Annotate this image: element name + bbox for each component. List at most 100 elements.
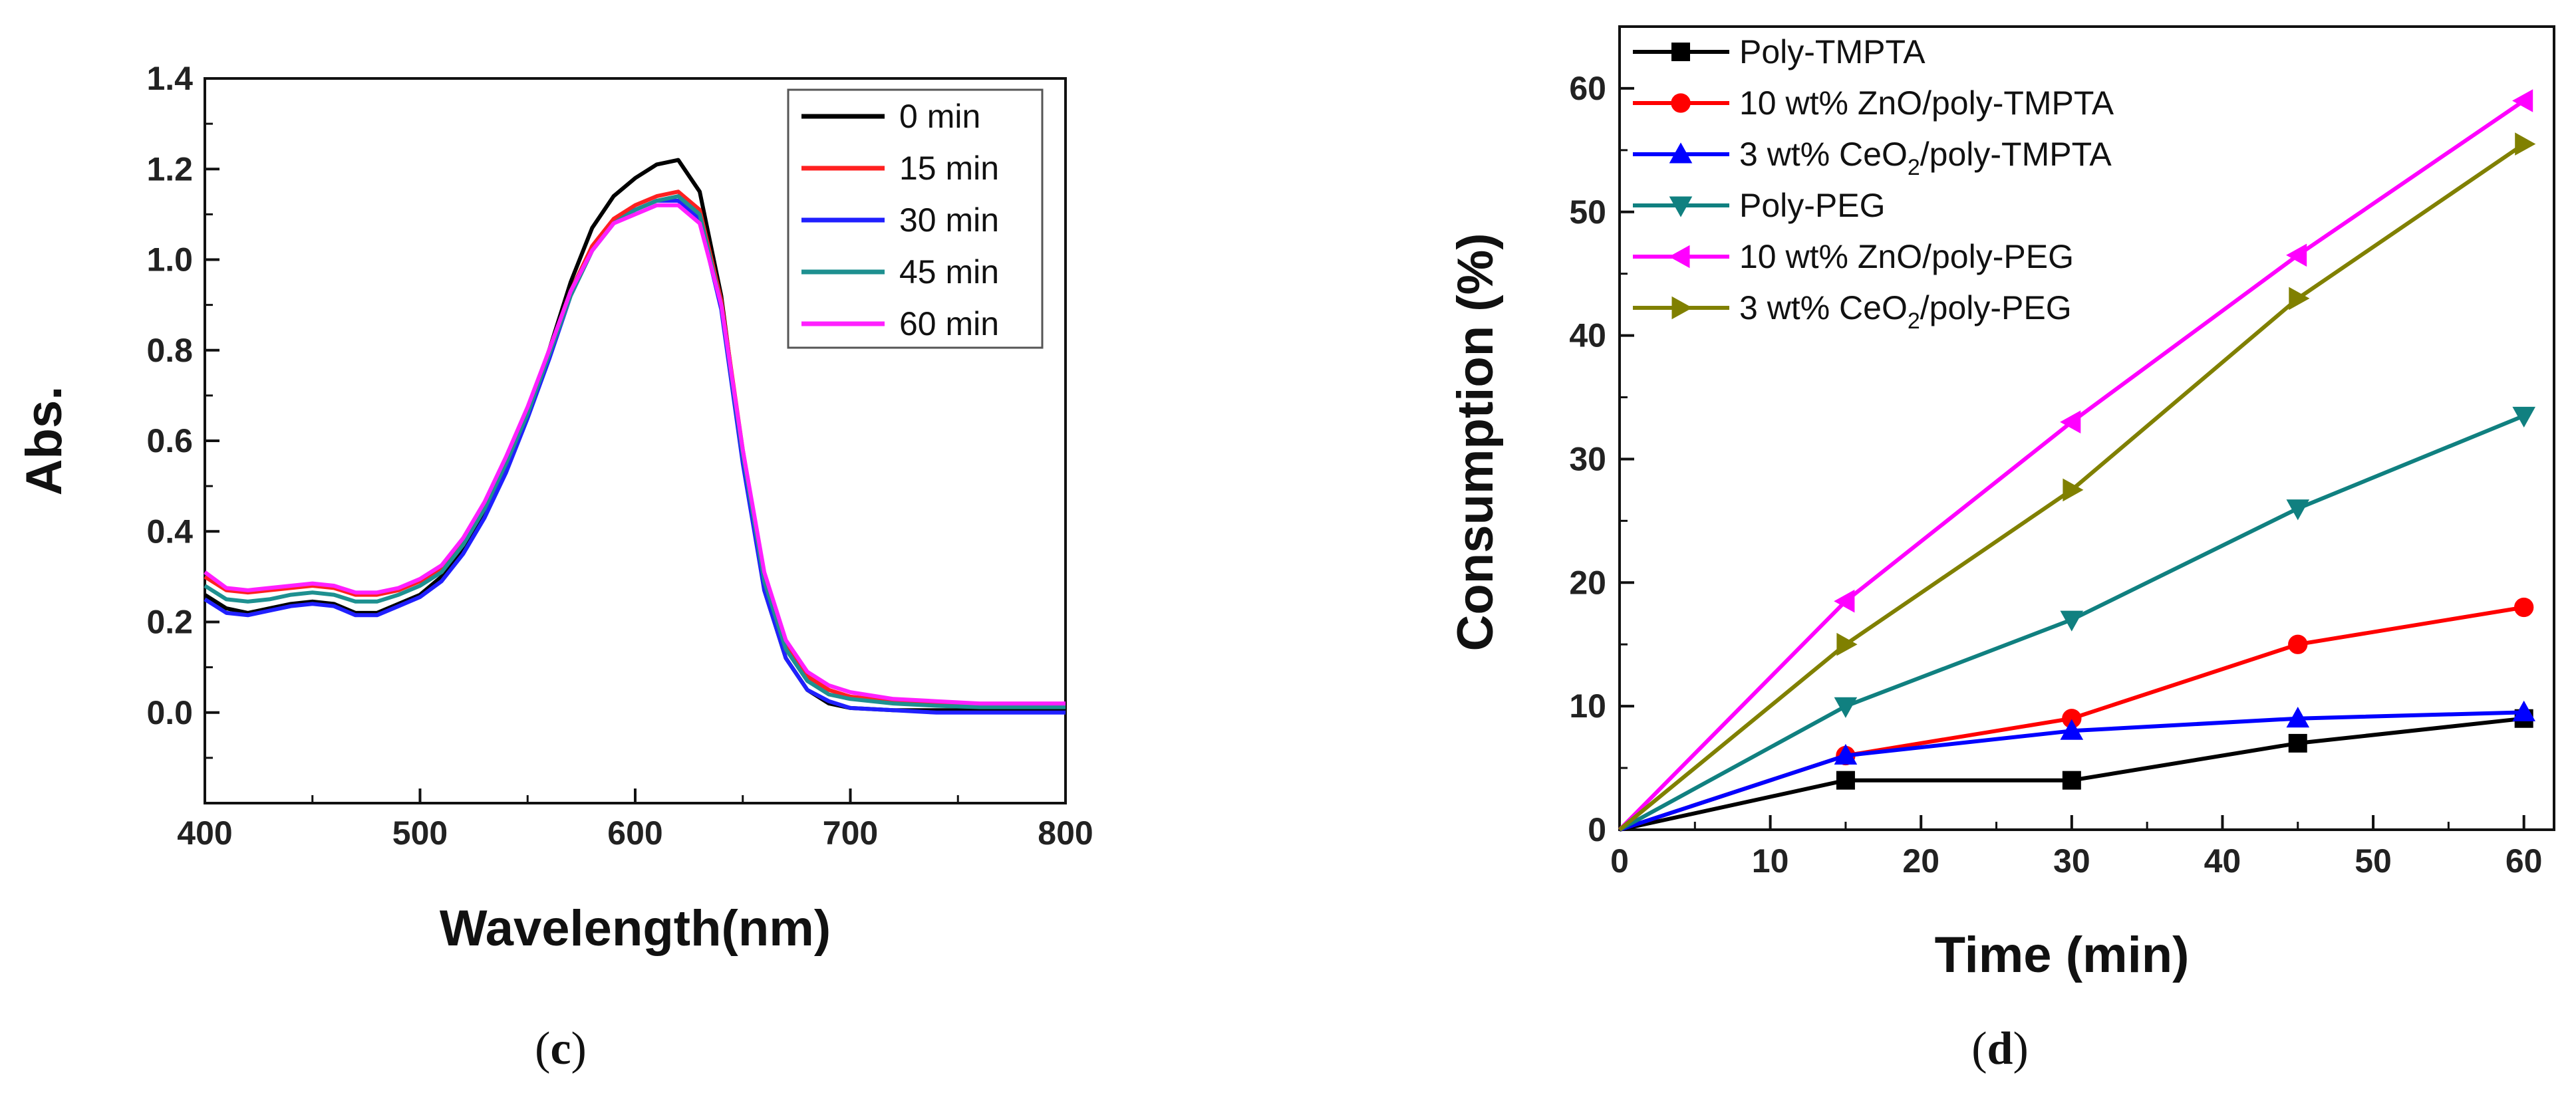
y-axis-ticks: 0 10 20 30 40 50 60	[1569, 70, 1634, 848]
legend-label-subscript: 2	[1908, 308, 1920, 334]
x-tick-label: 400	[177, 814, 232, 852]
x-tick-label: 20	[1902, 842, 1939, 880]
x-axis-title: Time (min)	[1935, 927, 2190, 983]
legend: 0 min 15 min 30 min 45 min 60 min	[787, 88, 1044, 349]
data-point	[1836, 771, 1855, 790]
data-point	[2512, 89, 2533, 112]
legend-label-part: 3 wt% CeO	[1739, 289, 1908, 326]
series-lines	[204, 158, 1066, 715]
data-point	[2062, 771, 2081, 790]
y-tick-label: 30	[1569, 440, 1606, 477]
y-axis-ticks: 0.0 0.2 0.4 0.6 0.8 1.0 1.2 1.4	[146, 60, 219, 759]
series-3-wt-CeO2-poly-TMPTA	[1619, 700, 2535, 832]
x-tick-label: 60	[2505, 842, 2543, 880]
legend-label: 0 min	[899, 98, 980, 135]
data-point	[1834, 697, 1858, 718]
y-tick-label: 0.6	[146, 422, 193, 459]
y-axis-title: Abs.	[16, 386, 72, 496]
y-tick-label: 0.4	[146, 513, 193, 550]
data-point	[1836, 632, 1858, 656]
y-axis-title: Consumption (%)	[1447, 233, 1504, 651]
y-tick-label: 50	[1569, 193, 1606, 231]
y-tick-label: 1.0	[146, 241, 193, 279]
data-point	[2289, 287, 2310, 310]
x-tick-label: 700	[823, 814, 878, 852]
legend-label: 15 min	[899, 150, 999, 187]
data-point	[2512, 406, 2535, 428]
legend-label: 10 wt% ZnO/poly-TMPTA	[1739, 84, 2114, 122]
caption-open-paren: (	[535, 1023, 550, 1074]
legend-label: 10 wt% ZnO/poly-PEG	[1739, 238, 2074, 275]
data-point	[2514, 597, 2534, 618]
legend-label-part: /poly-TMPTA	[1920, 136, 2112, 173]
caption-close-paren: )	[2013, 1023, 2028, 1074]
data-point	[2515, 132, 2536, 156]
panel-caption: (c)	[535, 1023, 587, 1074]
data-point	[2286, 499, 2310, 521]
caption-close-paren: )	[571, 1023, 587, 1074]
legend-label: Poly-TMPTA	[1739, 33, 1926, 70]
x-tick-label: 0	[1610, 842, 1629, 880]
data-point	[2060, 719, 2084, 740]
x-tick-label: 50	[2355, 842, 2392, 880]
y-tick-label: 10	[1569, 687, 1606, 725]
data-point	[2060, 410, 2081, 433]
y-tick-label: 20	[1569, 564, 1606, 601]
x-axis-ticks: 400 500 600 700 800	[177, 789, 1093, 852]
data-point	[1834, 743, 1858, 765]
data-point	[2288, 733, 2307, 753]
x-axis-title: Wavelength(nm)	[440, 900, 831, 957]
caption-open-paren: (	[1971, 1023, 1987, 1074]
series-lines	[1618, 89, 2536, 832]
panel-d-consumption-chart: 0 10 20 30 40 50 60 0 10 20 30 40 50 60 Poly-TMPTA 10…	[1447, 25, 2555, 1074]
series-line-60-min	[204, 203, 1066, 706]
x-tick-label: 600	[607, 814, 662, 852]
legend-marker	[1669, 245, 1690, 269]
panel-caption: (d)	[1971, 1023, 2029, 1074]
legend-marker	[1671, 93, 1691, 113]
legend-marker	[1671, 43, 1690, 61]
y-tick-label: 0	[1588, 811, 1606, 848]
series-10-wt-ZnO-poly-PEG	[1618, 89, 2533, 832]
legend-label: Poly-PEG	[1739, 187, 1886, 224]
legend-label: 60 min	[899, 305, 999, 342]
y-tick-label: 40	[1569, 317, 1606, 354]
x-tick-label: 40	[2204, 842, 2241, 880]
plot-frame	[1618, 25, 2555, 831]
x-tick-label: 30	[2053, 842, 2090, 880]
data-point	[2060, 610, 2084, 632]
legend-label-subscript: 2	[1908, 155, 1920, 180]
y-tick-label: 1.2	[146, 150, 193, 187]
x-tick-label: 10	[1752, 842, 1789, 880]
legend-marker	[1671, 296, 1693, 320]
legend-label: 3 wt% CeO2/poly-TMPTA	[1739, 136, 2112, 180]
caption-letter: c	[550, 1023, 571, 1074]
data-point	[2286, 707, 2310, 728]
legend-marker	[1669, 142, 1693, 164]
legend-label: 3 wt% CeO2/poly-PEG	[1739, 289, 2072, 334]
data-point	[2286, 243, 2307, 267]
series-Poly-PEG	[1618, 406, 2535, 832]
panel-c-absorbance-chart: 0.0 0.2 0.4 0.6 0.8 1.0 1.2 1.4 400 500 600 700 800…	[16, 60, 1093, 1074]
x-tick-label: 500	[392, 814, 448, 852]
caption-letter: d	[1987, 1023, 2013, 1074]
series-3-wt-CeO2-poly-PEG	[1618, 132, 2536, 832]
data-point	[2512, 700, 2535, 721]
y-tick-label: 0.8	[146, 332, 193, 369]
legend-label: 30 min	[899, 201, 999, 239]
data-point	[1834, 589, 1855, 613]
y-tick-label: 0.0	[146, 694, 193, 731]
legend-label: 45 min	[899, 253, 999, 291]
x-axis-ticks: 0 10 20 30 40 50 60	[1610, 815, 2542, 880]
legend-label-part: /poly-PEG	[1920, 289, 2072, 326]
y-tick-label: 0.2	[146, 604, 193, 641]
data-point	[2288, 634, 2308, 654]
legend: Poly-TMPTA 10 wt% ZnO/poly-TMPTA 3 wt% CeO…	[1633, 33, 2114, 334]
data-point	[2063, 478, 2084, 502]
legend-marker	[1669, 196, 1693, 217]
y-tick-label: 60	[1569, 70, 1606, 107]
x-tick-label: 800	[1038, 814, 1093, 852]
legend-label-part: 3 wt% CeO	[1739, 136, 1908, 173]
y-tick-label: 1.4	[146, 60, 193, 97]
